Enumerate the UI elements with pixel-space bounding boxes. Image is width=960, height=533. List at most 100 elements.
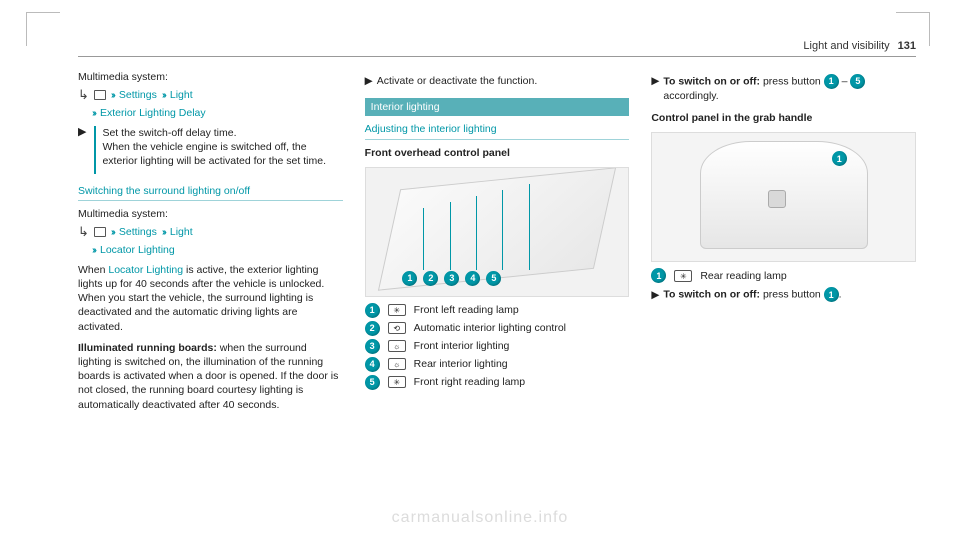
nav-settings: Settings [119, 88, 157, 102]
step-text: Set the switch-off delay time. [102, 127, 236, 139]
legend-item: 4 ☼ Rear interior lighting [365, 357, 630, 372]
instruction-step: ▶ Activate or deactivate the function. [365, 74, 630, 88]
legend-item: 1 ✳ Front left reading lamp [365, 303, 630, 318]
legend-badge: 5 [365, 375, 380, 390]
chevron-icon: ›› [111, 225, 114, 239]
bold-lead: Illuminated running boards: [78, 342, 217, 354]
legend-text: Front interior lighting [414, 339, 510, 353]
legend-item: 2 ⟲ Automatic interior lighting control [365, 321, 630, 336]
figure-overhead-panel: 1 2 3 4 5 [365, 167, 630, 297]
legend-text: Front left reading lamp [414, 303, 519, 317]
nav-path-2: ↳ ›› Settings ›› Light [78, 223, 343, 241]
legend-badge: 2 [365, 321, 380, 336]
column-3: ▶ To switch on or off: press button 1 – … [651, 70, 916, 513]
chevron-icon: ›› [92, 106, 95, 120]
enter-arrow-icon: ↳ [78, 223, 89, 241]
header-rule [78, 56, 916, 57]
legend-text: Front right reading lamp [414, 375, 525, 389]
step-bullet-icon: ▶ [651, 74, 659, 88]
sub-heading: Control panel in the grab handle [651, 111, 916, 125]
nav-ext-delay: Exterior Lighting Delay [100, 106, 206, 120]
text: – [839, 75, 851, 87]
step-text: To switch on or off: press button 1 – 5 … [663, 74, 865, 103]
handle-button-illustration [768, 190, 786, 208]
body-paragraph: Illuminated running boards: when the sur… [78, 341, 343, 412]
rear-reading-lamp-icon: ✳ [674, 270, 692, 282]
legend-badge: 1 [365, 303, 380, 318]
nav-path-2-sub: ›› Locator Lighting [92, 243, 343, 257]
reading-lamp-left-icon: ✳ [388, 304, 406, 316]
column-2: ▶ Activate or deactivate the function. I… [365, 70, 630, 513]
header-section: Light and visibility [803, 40, 889, 52]
instruction-step: ▶ To switch on or off: press button 1 – … [651, 74, 916, 103]
chevron-icon: ›› [111, 88, 114, 102]
legend-item: 1 ✳ Rear reading lamp [651, 268, 916, 283]
badge-1: 1 [824, 74, 839, 89]
section-heading: Switching the surround lighting on/off [78, 184, 343, 201]
legend-text: Rear interior lighting [414, 357, 508, 371]
legend-badge: 4 [365, 357, 380, 372]
callout-line [423, 208, 424, 270]
step-bullet-icon: ▶ [365, 74, 373, 88]
step-bar [92, 126, 96, 174]
callout-badge-2: 2 [423, 271, 438, 286]
reading-lamp-right-icon: ✳ [388, 376, 406, 388]
multimedia-system-label: Multimedia system: [78, 70, 343, 84]
callout-line [476, 196, 477, 270]
front-interior-icon: ☼ [388, 340, 406, 352]
auto-lighting-icon: ⟲ [388, 322, 406, 334]
text: . [839, 289, 842, 301]
rear-interior-icon: ☼ [388, 358, 406, 370]
text: When [78, 264, 108, 276]
text: accordingly. [663, 90, 718, 102]
callout-line [529, 184, 530, 270]
nav-locator: Locator Lighting [100, 243, 175, 257]
callout-line [450, 202, 451, 270]
step-text: Activate or deactivate the function. [377, 74, 538, 88]
callout-badge-5: 5 [486, 271, 501, 286]
instruction-step: ▶ To switch on or off: press button 1. [651, 287, 916, 302]
nav-settings: Settings [119, 225, 157, 239]
instruction-step: ▶ Set the switch-off delay time. When th… [78, 126, 343, 174]
nav-light: Light [170, 225, 193, 239]
callout-badge-1: 1 [402, 271, 417, 286]
text: press button [760, 75, 824, 87]
legend-item: 5 ✳ Front right reading lamp [365, 375, 630, 390]
step-text: To switch on or off: press button 1. [663, 287, 841, 302]
multimedia-system-label: Multimedia system: [78, 207, 343, 221]
nav-path-1: ↳ ›› Settings ›› Light [78, 86, 343, 104]
figure-grab-handle: 1 [651, 132, 916, 262]
step-text: When the vehicle engine is switched off,… [102, 141, 326, 167]
content-columns: Multimedia system: ↳ ›› Settings ›› Ligh… [78, 70, 916, 513]
legend-badge: 3 [365, 339, 380, 354]
running-header: Light and visibility 131 [78, 40, 916, 52]
nav-light: Light [170, 88, 193, 102]
callout-badges: 1 2 3 4 5 [402, 271, 501, 286]
body-paragraph: When Locator Lighting is active, the ext… [78, 263, 343, 334]
legend-text: Rear reading lamp [700, 269, 786, 283]
callout-badge-1: 1 [832, 151, 847, 166]
section-heading: Adjusting the interior lighting [365, 122, 630, 139]
text: press button [760, 289, 824, 301]
bold-lead: To switch on or off: [663, 289, 760, 301]
step-bullet-icon: ▶ [78, 126, 86, 174]
section-bar: Interior lighting [365, 98, 630, 116]
bold-lead: To switch on or off: [663, 75, 760, 87]
callout-badge-3: 3 [444, 271, 459, 286]
callout-badge-4: 4 [465, 271, 480, 286]
step-bullet-icon: ▶ [651, 288, 659, 302]
chevron-icon: ›› [162, 225, 165, 239]
chevron-icon: ›› [92, 243, 95, 257]
callout-line [502, 190, 503, 270]
column-1: Multimedia system: ↳ ›› Settings ›› Ligh… [78, 70, 343, 513]
sub-heading: Front overhead control panel [365, 146, 630, 160]
badge-5: 5 [850, 74, 865, 89]
home-icon [94, 90, 106, 100]
nav-path-1-sub: ›› Exterior Lighting Delay [92, 106, 343, 120]
locator-lighting-link: Locator Lighting [108, 264, 183, 276]
legend-text: Automatic interior lighting control [414, 321, 566, 335]
legend-badge: 1 [651, 268, 666, 283]
home-icon [94, 227, 106, 237]
badge-1: 1 [824, 287, 839, 302]
legend-item: 3 ☼ Front interior lighting [365, 339, 630, 354]
